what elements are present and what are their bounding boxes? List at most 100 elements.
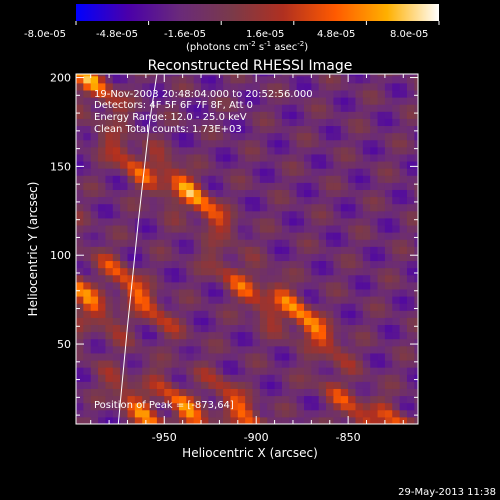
- heatmap-cell: [326, 253, 334, 262]
- heatmap-cell: [230, 232, 239, 240]
- heatmap-cell: [178, 125, 187, 134]
- heatmap-cell: [296, 153, 305, 162]
- heatmap-cell: [289, 210, 298, 219]
- heatmap-cell: [223, 338, 231, 347]
- heatmap-cell: [127, 324, 136, 333]
- heatmap-cell: [105, 367, 114, 375]
- heatmap-cell: [348, 296, 356, 304]
- heatmap-cell: [296, 288, 305, 297]
- heatmap-cell: [274, 153, 283, 162]
- heatmap-cell: [267, 153, 276, 162]
- heatmap-cell: [414, 175, 418, 183]
- heatmap-cell: [90, 381, 99, 389]
- heatmap-cell: [355, 132, 364, 141]
- heatmap-cell: [83, 217, 92, 226]
- heatmap-cell: [90, 317, 99, 326]
- heatmap-cell: [362, 210, 371, 219]
- heatmap-cell: [414, 402, 418, 411]
- heatmap-cell: [406, 89, 415, 98]
- heatmap-cell: [259, 388, 268, 397]
- heatmap-cell: [149, 139, 158, 148]
- heatmap-cell: [215, 104, 224, 112]
- heatmap-cell: [193, 317, 202, 326]
- heatmap-cell: [392, 161, 401, 169]
- heatmap-cell: [134, 395, 143, 404]
- heatmap-cell: [296, 388, 305, 397]
- heatmap-cell: [392, 97, 401, 105]
- heatmap-cell: [340, 367, 349, 375]
- heatmap-cell: [326, 409, 334, 418]
- heatmap-cell: [406, 345, 415, 354]
- heatmap-cell: [311, 352, 320, 361]
- heatmap-cell: [267, 75, 276, 84]
- heatmap-cell: [171, 253, 180, 262]
- heatmap-cell: [230, 409, 239, 418]
- colorbar-tick-label-2: -1.6e-05: [164, 29, 206, 40]
- heatmap-cell: [245, 225, 254, 233]
- heatmap-cell: [392, 352, 401, 361]
- heatmap-cell: [281, 97, 290, 105]
- heatmap-cell: [149, 331, 158, 340]
- heatmap-cell: [215, 246, 224, 254]
- heatmap-cell: [245, 246, 254, 254]
- heatmap-cell: [98, 338, 106, 347]
- heatmap-cell: [230, 288, 239, 297]
- heatmap-cell: [414, 182, 418, 190]
- heatmap-cell: [326, 125, 334, 134]
- heatmap-cell: [112, 182, 121, 190]
- heatmap-cell: [223, 232, 231, 240]
- heatmap-cell: [178, 253, 187, 262]
- heatmap-cell: [83, 267, 92, 276]
- heatmap-cell: [362, 345, 371, 354]
- heatmap-cell: [406, 139, 415, 148]
- heatmap-cell: [296, 118, 305, 127]
- heatmap-cell: [384, 402, 393, 411]
- heatmap-cell: [340, 274, 349, 283]
- heatmap-cell: [156, 232, 165, 240]
- heatmap-cell: [399, 246, 408, 254]
- heatmap-cell: [252, 175, 261, 183]
- heatmap-cell: [156, 303, 165, 311]
- heatmap-cell: [98, 317, 106, 326]
- heatmap-cell: [252, 89, 261, 98]
- heatmap-cell: [326, 360, 334, 368]
- heatmap-cell: [164, 104, 173, 112]
- heatmap-cell: [370, 89, 379, 98]
- heatmap-cell: [399, 324, 408, 333]
- heatmap-cell: [304, 317, 312, 326]
- heatmap-cell: [392, 260, 401, 269]
- heatmap-cell: [98, 388, 106, 397]
- heatmap-cell: [281, 267, 290, 276]
- heatmap-cell: [83, 203, 92, 212]
- heatmap-cell: [149, 409, 158, 418]
- heatmap-cell: [311, 267, 320, 276]
- heatmap-cell: [112, 402, 121, 411]
- heatmap-cell: [406, 168, 415, 176]
- heatmap-cell: [414, 253, 418, 262]
- heatmap-cell: [304, 175, 312, 183]
- heatmap-cell: [215, 296, 224, 304]
- heatmap-cell: [318, 225, 327, 233]
- heatmap-cell: [348, 89, 356, 98]
- heatmap-cell: [201, 416, 209, 424]
- heatmap-cell: [215, 175, 224, 183]
- heatmap-cell: [245, 168, 254, 176]
- heatmap-cell: [164, 345, 173, 354]
- heatmap-cell: [355, 225, 364, 233]
- heatmap-cell: [208, 97, 217, 105]
- heatmap-cell: [149, 97, 158, 105]
- heatmap-cell: [377, 225, 386, 233]
- heatmap-cell: [90, 89, 99, 98]
- heatmap-cell: [289, 274, 298, 283]
- heatmap-cell: [237, 75, 246, 84]
- heatmap-cell: [384, 381, 393, 389]
- heatmap-cell: [156, 288, 165, 297]
- heatmap-cell: [105, 146, 114, 155]
- heatmap-cell: [120, 74, 128, 77]
- heatmap-cell: [259, 111, 268, 119]
- heatmap-cell: [289, 345, 298, 354]
- heatmap-cell: [186, 324, 195, 333]
- heatmap-cell: [355, 288, 364, 297]
- heatmap-cell: [340, 82, 349, 91]
- heatmap-cell: [281, 345, 290, 354]
